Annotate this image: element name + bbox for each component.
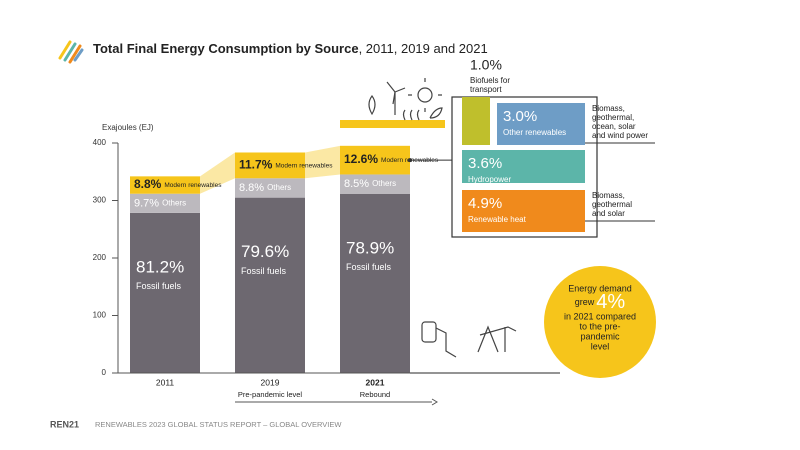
title-main: Total Final Energy Consumption by Source bbox=[93, 41, 359, 56]
title: Total Final Energy Consumption by Source… bbox=[93, 41, 488, 56]
x-tick-note: Pre-pandemic level bbox=[238, 390, 303, 399]
breakdown-label: transport bbox=[470, 85, 502, 94]
x-tick-label: 2019 bbox=[261, 377, 280, 387]
leader-dot bbox=[408, 158, 412, 163]
footer-logo: REN21 bbox=[50, 419, 79, 429]
y-tick-label: 0 bbox=[102, 368, 107, 377]
y-tick-label: 200 bbox=[93, 253, 107, 262]
bar-segment bbox=[130, 212, 200, 373]
segment-label: 8.8% Modern renewables bbox=[134, 177, 222, 191]
segment-name: Fossil fuels bbox=[241, 266, 287, 276]
value-label: 12.6% bbox=[344, 152, 378, 166]
segment-label: 11.7% Modern renewables bbox=[239, 158, 333, 172]
breakdown-box bbox=[462, 150, 585, 183]
callout-text: level bbox=[591, 341, 610, 351]
bar-segment bbox=[235, 178, 305, 198]
segment-name: Others bbox=[372, 179, 396, 188]
value-label: 8.8% bbox=[134, 177, 162, 191]
callout-text: grew bbox=[575, 297, 595, 307]
segment-label: 9.7% Others bbox=[134, 197, 186, 209]
value-label: 8.8% bbox=[239, 182, 264, 194]
segment-label: 8.5% Others bbox=[344, 178, 396, 190]
breakdown-frame bbox=[451, 96, 598, 238]
breakdown-box bbox=[462, 97, 490, 145]
breakdown-value: 3.6% bbox=[468, 155, 502, 172]
value-label: 8.5% bbox=[344, 178, 369, 190]
x-tick-note: Rebound bbox=[360, 390, 390, 399]
bar-segment bbox=[340, 193, 410, 373]
breakdown-value: 4.9% bbox=[468, 195, 502, 212]
x-tick-label: 2011 bbox=[156, 377, 175, 387]
logo-icon bbox=[58, 40, 84, 64]
breakdown-value: 3.0% bbox=[503, 108, 537, 125]
breakdown-note: Biomass, bbox=[592, 191, 625, 200]
bar-segment bbox=[130, 176, 200, 194]
footer-text: RENEWABLES 2023 GLOBAL STATUS REPORT – G… bbox=[95, 420, 342, 429]
callout-text: pandemic bbox=[580, 331, 620, 341]
y-axis-label: Exajoules (EJ) bbox=[102, 123, 154, 132]
renewable-icons bbox=[368, 78, 443, 121]
y-tick-label: 400 bbox=[93, 138, 107, 147]
x-tick-label: 2021 bbox=[366, 377, 385, 387]
callout-text: in 2021 compared bbox=[564, 311, 636, 321]
breakdown-label: Biofuels for bbox=[470, 76, 510, 85]
y-tick-label: 100 bbox=[93, 311, 107, 320]
value-label: 81.2% bbox=[136, 257, 184, 276]
bar-segment bbox=[340, 145, 410, 175]
breakdown-label: Hydropower bbox=[468, 175, 511, 184]
title-suffix: , 2011, 2019 and 2021 bbox=[359, 41, 488, 56]
value-label: 79.6% bbox=[241, 242, 289, 261]
callout-text: Energy demand bbox=[568, 283, 632, 293]
bar-segment bbox=[235, 152, 305, 179]
y-tick-label: 300 bbox=[93, 196, 107, 205]
segment-name: Modern renewables bbox=[164, 182, 222, 189]
segment-name: Modern renewables bbox=[275, 162, 333, 169]
breakdown-label: Renewable heat bbox=[468, 215, 527, 224]
segment-name: Fossil fuels bbox=[346, 262, 392, 272]
callout-circle bbox=[544, 266, 656, 378]
breakdown-label: Other renewables bbox=[503, 128, 566, 137]
value-label: 9.7% bbox=[134, 197, 159, 209]
ground-bar bbox=[340, 120, 445, 128]
breakdown-note: ocean, solar bbox=[592, 122, 636, 131]
breakdown-note: geothermal, bbox=[592, 113, 634, 122]
segment-name: Others bbox=[162, 198, 186, 207]
callout-big: 4% bbox=[596, 291, 625, 313]
connector bbox=[305, 145, 340, 179]
breakdown-value: 1.0% bbox=[470, 57, 502, 73]
callout-text: to the pre- bbox=[579, 321, 620, 331]
bar-segment bbox=[130, 193, 200, 213]
segment-name: Others bbox=[267, 183, 291, 192]
breakdown-note: geothermal bbox=[592, 200, 632, 209]
bar-segment bbox=[340, 174, 410, 194]
arrow-head bbox=[431, 398, 438, 406]
segment-label: 8.8% Others bbox=[239, 182, 291, 194]
breakdown-note: and solar bbox=[592, 209, 625, 218]
breakdown-note: and wind power bbox=[592, 131, 648, 140]
connector bbox=[200, 152, 235, 194]
bar-segment bbox=[235, 197, 305, 373]
breakdown-box bbox=[497, 103, 585, 145]
breakdown-note: Biomass, bbox=[592, 104, 625, 113]
value-label: 78.9% bbox=[346, 238, 394, 257]
callout-line: grew 4% bbox=[575, 291, 626, 313]
segment-name: Fossil fuels bbox=[136, 281, 182, 291]
breakdown-box bbox=[462, 190, 585, 232]
value-label: 11.7% bbox=[239, 158, 273, 172]
fossil-icons bbox=[410, 321, 560, 374]
